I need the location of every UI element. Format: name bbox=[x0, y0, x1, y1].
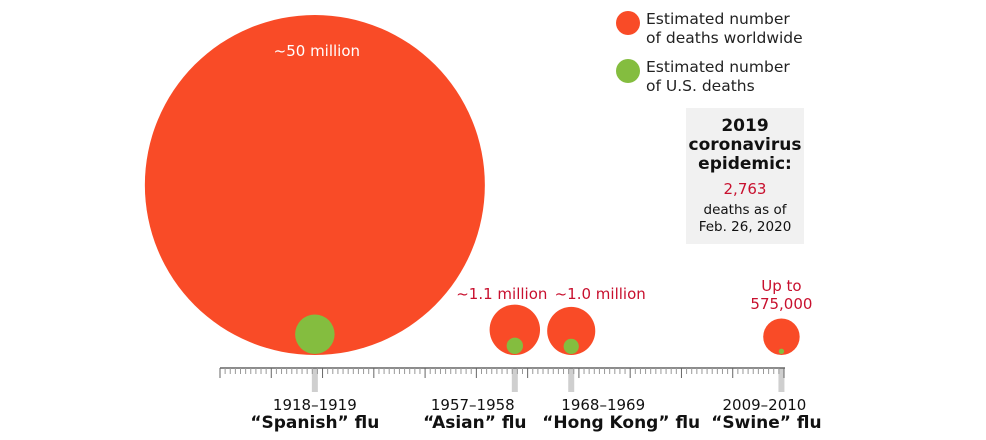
callout-title: 2019 coronavirus epidemic: bbox=[688, 116, 802, 174]
pandemic-name: “Swine” flu bbox=[711, 413, 822, 433]
world-deaths-label: ~1.0 million bbox=[554, 285, 646, 303]
year-marker bbox=[511, 368, 518, 392]
pandemic-name: “Hong Kong” flu bbox=[542, 413, 701, 433]
world-deaths-swatch bbox=[616, 11, 640, 35]
world-deaths-label: Up to 575,000 bbox=[750, 277, 813, 313]
world-deaths-circle bbox=[763, 318, 800, 355]
pandemic-years: 2009–2010 bbox=[722, 396, 807, 414]
pandemic-name: “Asian” flu bbox=[423, 413, 527, 433]
world-deaths-circle bbox=[144, 15, 485, 355]
us-deaths-circle bbox=[506, 337, 524, 354]
callout-number: 2,763 bbox=[723, 180, 767, 198]
us-deaths-circle bbox=[563, 338, 579, 354]
world-deaths-circle bbox=[547, 306, 596, 355]
world-deaths-label: ~1.1 million bbox=[456, 285, 548, 303]
pandemic-years: 1968–1969 bbox=[561, 396, 646, 414]
year-marker bbox=[311, 368, 318, 392]
legend-label-us: Estimated number of U.S. deaths bbox=[646, 58, 790, 95]
world-deaths-label: ~50 million bbox=[273, 42, 361, 60]
coronavirus-callout: 2019 coronavirus epidemic: 2,763 deaths … bbox=[686, 108, 804, 244]
pandemic-years: 1957–1958 bbox=[430, 396, 515, 414]
legend-item-world: Estimated number of deaths worldwide bbox=[616, 10, 803, 48]
pandemic-years: 1918–1919 bbox=[272, 396, 357, 414]
legend-item-us: Estimated number of U.S. deaths bbox=[616, 58, 790, 96]
pandemic-name: “Spanish” flu bbox=[250, 413, 380, 433]
world-deaths-circle bbox=[489, 304, 541, 355]
us-deaths-swatch bbox=[616, 59, 640, 83]
legend-label-world: Estimated number of deaths worldwide bbox=[646, 10, 803, 47]
year-marker bbox=[568, 368, 575, 392]
callout-subtitle: deaths as of Feb. 26, 2020 bbox=[698, 202, 792, 235]
year-marker bbox=[778, 368, 785, 392]
us-deaths-circle bbox=[295, 314, 335, 354]
us-deaths-circle bbox=[778, 348, 785, 355]
